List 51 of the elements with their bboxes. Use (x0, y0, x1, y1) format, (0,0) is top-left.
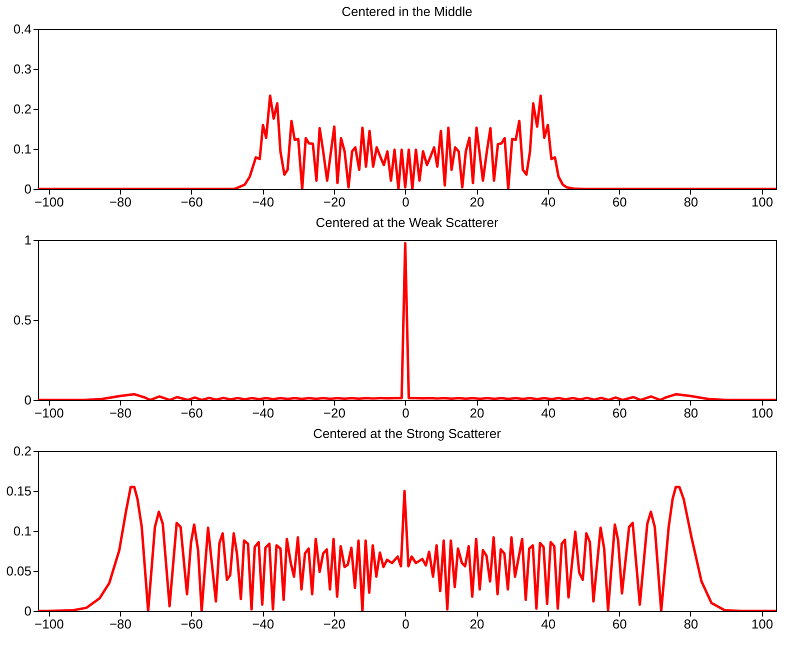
x-tick-label: −80 (109, 406, 132, 420)
x-tick-label: 40 (541, 616, 556, 632)
chart-title: Centered at the Strong Scatterer (313, 426, 502, 441)
y-tick-label: 0 (24, 392, 32, 408)
x-tick-label: 20 (470, 406, 484, 420)
y-tick-label: 0.1 (13, 142, 32, 156)
x-tick-label: 60 (612, 194, 627, 210)
x-tick-label: 80 (684, 406, 698, 420)
x-tick-label: −60 (180, 194, 203, 210)
x-tick-label: −60 (180, 406, 203, 420)
line-series (38, 94, 776, 189)
chart-title: Centered in the Middle (342, 4, 472, 19)
x-tick-label: 80 (684, 194, 698, 210)
x-tick-label: 40 (541, 194, 556, 210)
y-tick-label: 0.2 (13, 102, 32, 116)
y-tick-label: 0.3 (13, 62, 32, 76)
x-tick-label: −20 (323, 616, 346, 632)
y-tick-label: 0 (24, 182, 32, 196)
x-tick-label: 0 (402, 194, 410, 210)
y-tick-label: 0.1 (13, 524, 32, 538)
x-tick-label: −80 (109, 616, 132, 632)
x-tick-label: 20 (470, 194, 484, 210)
x-tick-label: −40 (252, 406, 274, 420)
y-tick-label: 0.2 (13, 444, 32, 458)
x-tick-label: −100 (34, 194, 64, 210)
y-tick-label: 0.15 (6, 484, 32, 498)
x-tick-label: 60 (612, 616, 627, 632)
x-tick-label: 40 (541, 406, 556, 420)
x-tick-label: 0 (402, 406, 410, 420)
x-tick-label: −100 (34, 616, 64, 632)
y-tick-label: 1 (24, 232, 32, 248)
line-series (38, 486, 776, 611)
x-tick-label: −80 (109, 194, 132, 210)
x-tick-label: −60 (180, 616, 203, 632)
y-tick-label: 0.5 (13, 312, 32, 328)
x-tick-label: 100 (751, 194, 774, 210)
x-tick-label: −20 (323, 194, 346, 210)
x-tick-label: 20 (470, 616, 484, 632)
y-tick-label: 0.05 (6, 564, 32, 578)
x-tick-label: 100 (751, 406, 774, 420)
x-tick-label: −40 (252, 194, 274, 210)
x-tick-label: 80 (684, 616, 698, 632)
x-tick-label: −20 (323, 406, 346, 420)
x-tick-label: 100 (751, 616, 774, 632)
y-tick-label: 0.4 (13, 22, 32, 36)
x-tick-label: 60 (612, 406, 627, 420)
y-tick-label: 0 (24, 604, 32, 618)
x-tick-label: −40 (252, 616, 274, 632)
x-tick-label: 0 (402, 616, 410, 632)
chart-title: Centered at the Weak Scatterer (316, 215, 499, 230)
x-tick-label: −100 (34, 406, 64, 420)
